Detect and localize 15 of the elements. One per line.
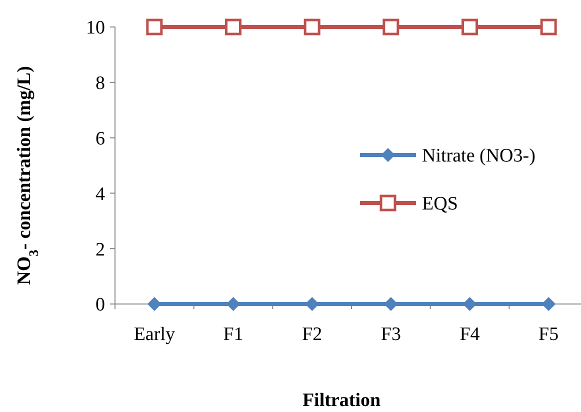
y-tick-label: 8 (96, 73, 105, 94)
x-tick-label: F3 (380, 324, 401, 345)
x-tick-label: F2 (302, 324, 322, 345)
y-tick-label: 4 (96, 184, 106, 205)
legend-label: EQS (422, 194, 458, 215)
x-tick-label: Early (134, 324, 176, 345)
y-tick-label: 6 (96, 128, 105, 150)
y-tick-label: 0 (96, 294, 105, 316)
x-axis-title: Filtration (302, 390, 381, 411)
x-tick-label: F1 (223, 324, 244, 345)
legend-label: Nitrate (NO3-) (422, 146, 536, 167)
y-tick-label: 2 (96, 239, 105, 260)
x-tick-label: F4 (460, 324, 480, 345)
x-tick-label: F5 (538, 324, 559, 345)
y-tick-label: 10 (86, 18, 105, 39)
